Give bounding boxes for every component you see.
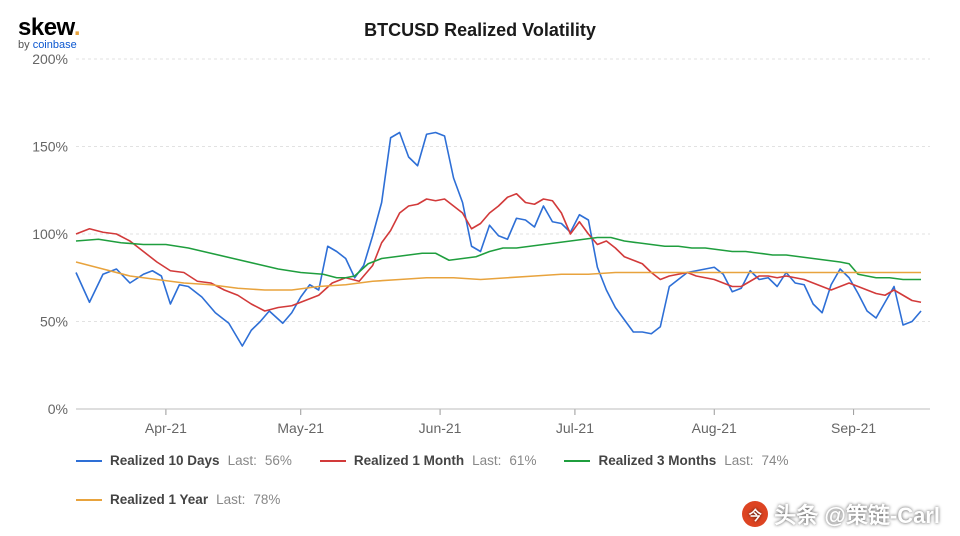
legend-last-label: Last: <box>472 453 501 468</box>
legend-last-label: Last: <box>228 453 257 468</box>
svg-text:Jul-21: Jul-21 <box>556 420 594 436</box>
legend-series-name: Realized 1 Month <box>354 453 464 468</box>
svg-text:150%: 150% <box>32 139 68 155</box>
watermark: 今 头条 @策链-Carl <box>742 498 940 530</box>
legend-swatch <box>320 460 346 462</box>
watermark-badge: 今 <box>742 501 768 527</box>
svg-text:50%: 50% <box>40 314 68 330</box>
legend-item-rv1m[interactable]: Realized 1 Month Last: 61% <box>320 453 537 468</box>
legend-last-label: Last: <box>216 492 245 507</box>
legend-swatch <box>76 499 102 501</box>
svg-text:Sep-21: Sep-21 <box>831 420 876 436</box>
svg-text:200%: 200% <box>32 51 68 67</box>
legend-item-rv1y[interactable]: Realized 1 Year Last: 78% <box>76 492 280 507</box>
legend-last-value: 74% <box>762 453 789 468</box>
series-rv10d <box>76 133 921 347</box>
legend-swatch <box>564 460 590 462</box>
legend-series-name: Realized 3 Months <box>598 453 716 468</box>
chart-plot: 0% 50% 100% 150% 200% Apr-21 May-21 Jun-21 Jul-2… <box>24 49 936 441</box>
legend-item-rv3m[interactable]: Realized 3 Months Last: 74% <box>564 453 788 468</box>
legend-last-value: 78% <box>253 492 280 507</box>
svg-text:Apr-21: Apr-21 <box>145 420 187 436</box>
series-rv1y <box>76 262 921 290</box>
line-chart-svg: 0% 50% 100% 150% 200% Apr-21 May-21 Jun-21 Jul-2… <box>24 49 936 441</box>
watermark-text: 头条 @策链-Carl <box>774 498 940 530</box>
svg-text:100%: 100% <box>32 226 68 242</box>
svg-text:Aug-21: Aug-21 <box>692 420 737 436</box>
legend-swatch <box>76 460 102 462</box>
svg-text:May-21: May-21 <box>277 420 324 436</box>
legend-last-value: 61% <box>509 453 536 468</box>
legend-last-value: 56% <box>265 453 292 468</box>
legend-item-rv10d[interactable]: Realized 10 Days Last: 56% <box>76 453 292 468</box>
svg-text:Jun-21: Jun-21 <box>419 420 462 436</box>
brand-dot: . <box>74 14 80 41</box>
legend-last-label: Last: <box>724 453 753 468</box>
legend-series-name: Realized 10 Days <box>110 453 220 468</box>
legend-series-name: Realized 1 Year <box>110 492 208 507</box>
series-rv1m <box>76 194 921 311</box>
chart-title: BTCUSD Realized Volatility <box>24 20 936 41</box>
svg-text:0%: 0% <box>48 401 68 417</box>
chart-card: skew. by coinbase BTCUSD Realized Volati… <box>0 0 960 536</box>
brand-name: skew. <box>18 14 80 41</box>
brand-logo: skew. by coinbase <box>18 14 80 51</box>
